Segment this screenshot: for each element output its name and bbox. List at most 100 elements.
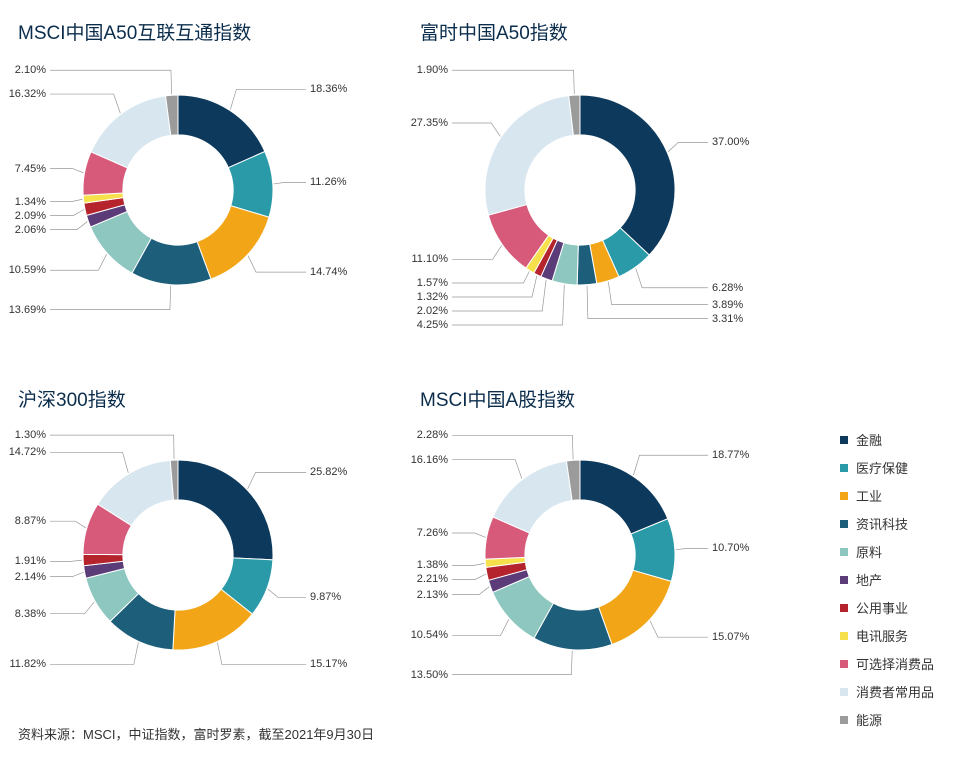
donut-slice	[173, 589, 252, 650]
donut-chart	[0, 0, 980, 757]
donut-slice	[170, 460, 178, 500]
donut-chart	[0, 0, 980, 757]
donut-slice	[228, 152, 273, 218]
donut-slice	[485, 96, 573, 215]
donut-slice	[485, 557, 525, 567]
donut-slice	[84, 198, 125, 216]
chart-title: 富时中国A50指数	[420, 18, 568, 45]
slice-label: 18.36%	[310, 84, 347, 95]
legend-swatch	[840, 688, 848, 696]
legend-item: 工业	[840, 486, 980, 505]
slice-label: 1.90%	[417, 65, 448, 76]
donut-slice	[178, 460, 273, 560]
legend-swatch	[840, 464, 848, 472]
donut-slice	[526, 235, 553, 273]
legend-item: 可选择消费品	[840, 654, 980, 673]
slice-label: 11.26%	[310, 177, 347, 188]
slice-label: 11.82%	[10, 659, 47, 670]
slice-label: 16.16%	[411, 455, 448, 466]
donut-slice	[83, 193, 123, 203]
donut-slice	[541, 240, 564, 281]
legend-label: 消费者常用品	[856, 682, 934, 701]
donut-slice	[488, 570, 529, 593]
slice-label: 14.72%	[9, 447, 46, 458]
slice-label: 13.69%	[9, 305, 46, 316]
chart-title: MSCI中国A50互联互通指数	[18, 18, 251, 45]
donut-slice	[485, 517, 530, 559]
donut-chart	[0, 0, 980, 757]
slice-label: 25.82%	[310, 467, 347, 478]
legend-item: 公用事业	[840, 598, 980, 617]
donut-slice	[566, 460, 580, 500]
legend: 金融医疗保健工业资讯科技原料地产公用事业电讯服务可选择消费品消费者常用品能源	[840, 430, 980, 738]
legend-item: 金融	[840, 430, 980, 449]
slice-label: 11.10%	[412, 254, 449, 265]
footnote: 资料来源：MSCI，中证指数，富时罗素，截至2021年9月30日	[18, 724, 374, 743]
donut-slice	[534, 238, 557, 276]
slice-label: 3.31%	[712, 314, 743, 325]
slice-label: 2.10%	[15, 65, 46, 76]
legend-item: 电讯服务	[840, 626, 980, 645]
slice-label: 14.74%	[310, 267, 347, 278]
slice-label: 2.14%	[15, 572, 46, 583]
donut-slice	[197, 206, 269, 279]
slice-label: 1.57%	[417, 278, 448, 289]
slice-label: 13.50%	[411, 670, 448, 681]
legend-item: 消费者常用品	[840, 682, 980, 701]
legend-item: 医疗保健	[840, 458, 980, 477]
legend-swatch	[840, 548, 848, 556]
legend-swatch	[840, 492, 848, 500]
legend-swatch	[840, 660, 848, 668]
donut-slice	[486, 562, 527, 580]
slice-label: 10.70%	[712, 543, 749, 554]
donut-slice	[493, 461, 572, 533]
slice-label: 1.91%	[15, 556, 46, 567]
legend-swatch	[840, 716, 848, 724]
legend-swatch	[840, 520, 848, 528]
donut-slice	[221, 558, 273, 614]
chart-title: 沪深300指数	[18, 385, 126, 412]
legend-item: 原料	[840, 542, 980, 561]
donut-slice	[86, 569, 139, 622]
donut-slice	[580, 460, 668, 534]
slice-label: 3.89%	[712, 300, 743, 311]
slice-label: 18.77%	[712, 450, 749, 461]
legend-label: 电讯服务	[856, 626, 908, 645]
legend-swatch	[840, 604, 848, 612]
slice-label: 2.09%	[15, 211, 46, 222]
donut-slice	[98, 460, 174, 525]
slice-label: 2.13%	[417, 590, 448, 601]
legend-label: 可选择消费品	[856, 654, 934, 673]
donut-slice	[599, 570, 672, 644]
donut-slice	[552, 243, 578, 285]
slice-label: 15.17%	[310, 659, 347, 670]
legend-label: 医疗保健	[856, 458, 908, 477]
legend-item: 地产	[840, 570, 980, 589]
donut-slice	[83, 152, 128, 195]
slice-label: 2.28%	[417, 430, 448, 441]
slice-label: 2.06%	[15, 225, 46, 236]
donut-slice	[493, 577, 554, 639]
slice-label: 8.38%	[15, 609, 46, 620]
slice-label: 16.32%	[9, 89, 46, 100]
donut-slice	[90, 211, 151, 273]
slice-label: 8.87%	[15, 516, 46, 527]
donut-slice	[84, 561, 125, 578]
donut-slice	[577, 244, 597, 285]
donut-slice	[132, 238, 211, 285]
legend-label: 资讯科技	[856, 514, 908, 533]
legend-label: 能源	[856, 710, 882, 729]
slice-label: 1.30%	[15, 430, 46, 441]
slice-label: 9.87%	[310, 592, 341, 603]
slice-label: 1.34%	[15, 197, 46, 208]
donut-slice	[166, 95, 178, 135]
donut-slice	[178, 95, 265, 168]
slice-label: 2.21%	[417, 574, 448, 585]
slice-label: 27.35%	[411, 118, 448, 129]
slice-label: 2.02%	[417, 306, 448, 317]
slice-label: 10.54%	[411, 630, 448, 641]
donut-slice	[580, 95, 675, 255]
donut-slice	[83, 504, 131, 554]
slice-label: 10.59%	[9, 265, 46, 276]
slice-label: 7.45%	[15, 164, 46, 175]
